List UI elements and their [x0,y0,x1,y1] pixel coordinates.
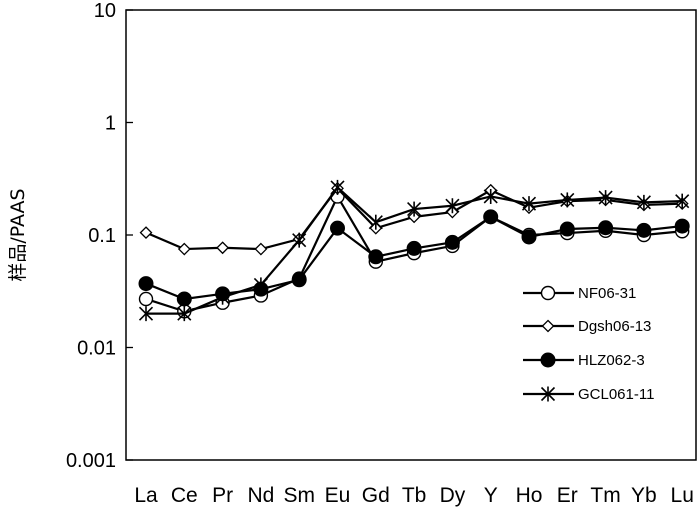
data-point [483,188,498,204]
data-point [445,198,460,214]
x-tick-label: Ce [171,484,198,507]
data-point [253,277,268,293]
data-point [407,201,422,217]
data-point [176,291,192,307]
series-gcl061-11 [138,179,690,322]
data-point [138,306,154,322]
x-tick-label: Lu [671,484,694,507]
data-point [368,249,384,265]
data-point [598,190,613,206]
legend-item: GCL061-11 [523,386,654,403]
data-point [368,214,383,230]
data-point [216,241,230,255]
x-axis-labels: La Ce Pr Nd Sm Eu Gd Tb Dy Y Ho Er Tm Yb Lu [134,484,694,507]
legend-item: HLZ062-3 [523,352,645,369]
legend-label: NF06-31 [578,285,636,302]
data-point [138,291,154,307]
data-point [636,222,652,238]
data-point [292,232,307,248]
x-tick-label: Yb [631,484,657,507]
data-point [675,193,690,209]
legend-label: HLZ062-3 [578,352,645,369]
data-point [598,220,614,236]
x-tick-label: Gd [362,484,390,507]
x-tick-label: Tb [402,484,427,507]
data-point [330,179,345,195]
data-point [254,242,268,256]
data-point [674,218,690,234]
x-tick-label: Pr [212,484,233,507]
x-tick-label: Dy [440,484,466,507]
data-point [483,209,499,225]
x-tick-label: Tm [590,484,620,507]
data-point [521,196,537,212]
data-point [139,226,153,240]
x-tick-label: Er [557,484,578,507]
x-tick-label: Eu [325,484,351,507]
data-point [406,240,422,256]
y-tick-label: 10 [94,0,116,22]
data-point [177,306,192,322]
x-tick-label: Y [484,484,498,507]
data-point [560,192,575,208]
y-tick-label: 0.01 [77,338,116,360]
legend-item: NF06-31 [523,285,636,302]
legend-item: Dgsh06-13 [523,318,651,335]
legend: NF06-31 Dgsh06-13 HLZ062-3 GCL061-11 [523,285,654,403]
y-tick-label: 1 [105,113,116,135]
data-point [559,221,575,237]
data-point [636,194,651,210]
y-tick-label: 0.1 [88,225,116,247]
legend-label: Dgsh06-13 [578,318,651,335]
data-point [330,220,345,236]
data-point [540,352,556,368]
y-axis-label: 样品/PAAS [7,188,29,281]
y-axis-ticks: 0.001 0.01 0.1 1 10 [66,0,133,472]
x-tick-label: Nd [247,484,274,507]
data-point [540,285,556,301]
data-point [291,272,307,288]
data-point [138,276,154,292]
x-tick-label: La [134,484,158,507]
legend-label: GCL061-11 [578,386,654,403]
x-tick-label: Ho [516,484,543,507]
data-point [215,289,230,305]
series-layer [138,179,690,322]
data-point [540,386,556,402]
data-point [521,229,537,245]
x-tick-label: Sm [283,484,315,507]
data-point [407,210,421,224]
data-point [177,242,191,256]
data-point [541,319,555,333]
y-tick-label: 0.001 [66,450,116,472]
data-point [444,234,460,250]
